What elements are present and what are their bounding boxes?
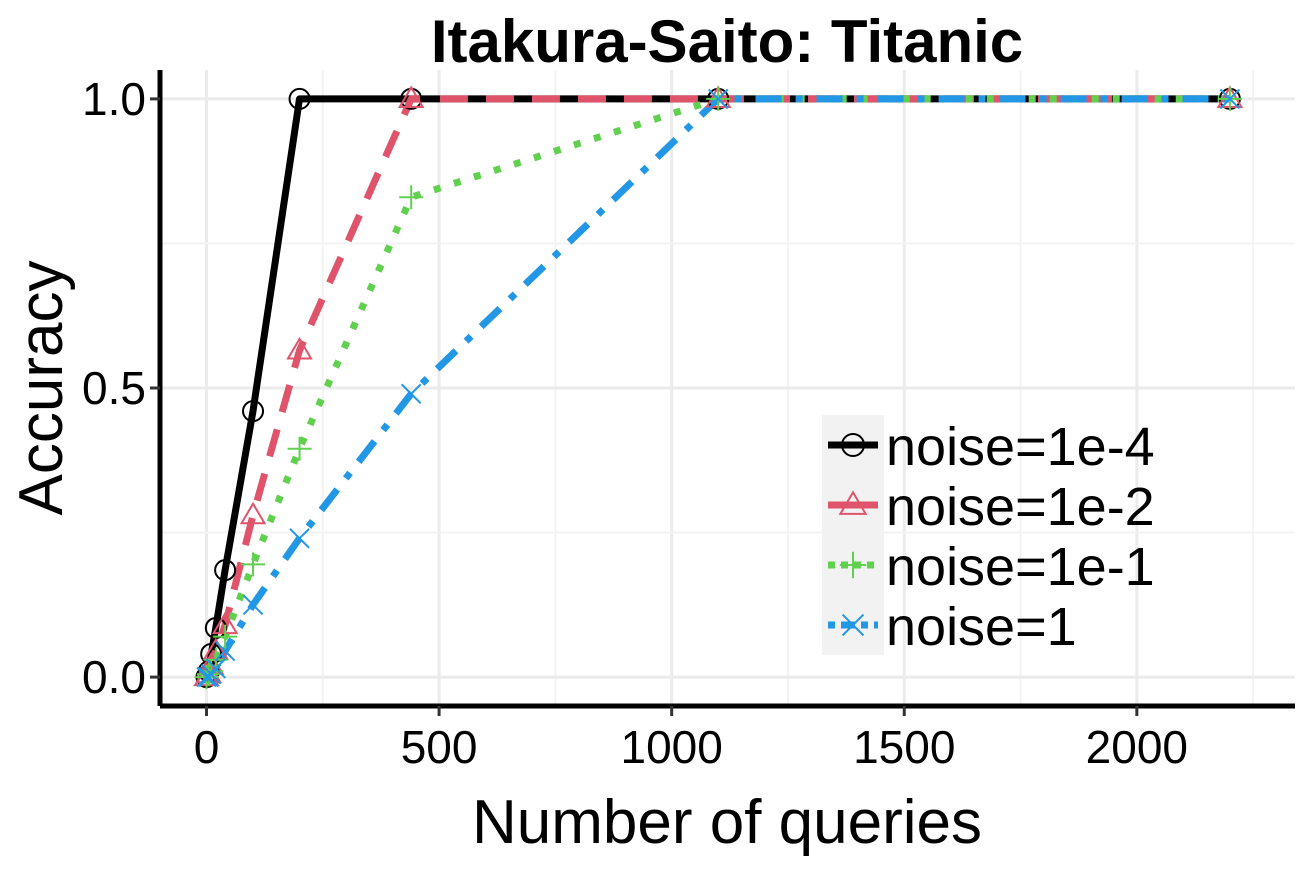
legend-key-background — [822, 415, 884, 655]
data-point-series-4 — [707, 88, 729, 110]
data-point-series-4 — [289, 528, 310, 549]
data-point-series-2 — [286, 336, 313, 360]
data-point-series-4 — [1219, 88, 1241, 110]
data-point-series-4 — [205, 658, 227, 679]
legend-label-3: noise=1e-1 — [886, 537, 1155, 597]
data-point-series-4 — [214, 640, 236, 662]
data-point-series-2 — [239, 501, 267, 525]
legend-label-4: noise=1 — [886, 597, 1077, 657]
y-tick-label: 0.0 — [82, 651, 146, 703]
series-layer — [193, 85, 1244, 690]
y-axis-title: Accuracy — [7, 261, 76, 516]
data-point-series-3 — [213, 624, 238, 649]
data-point-series-4 — [242, 594, 264, 616]
data-point-series-1 — [242, 400, 265, 423]
legend-key-marker-3 — [839, 551, 867, 579]
legend-key-marker-2 — [838, 490, 868, 515]
x-tick-label: 0 — [194, 721, 220, 773]
data-point-series-3 — [287, 436, 312, 461]
y-tick-label: 0.5 — [82, 362, 146, 414]
x-tick-label: 1000 — [621, 721, 723, 773]
legend-label-1: noise=1e-4 — [886, 417, 1155, 477]
data-point-series-1 — [288, 87, 311, 110]
legend-key-marker-4 — [841, 613, 865, 637]
chart-title: Itakura-Saito: Titanic — [431, 8, 1023, 75]
x-tick-label: 1500 — [853, 721, 955, 773]
legend-key-marker-1 — [841, 433, 865, 457]
x-tick-label: 500 — [401, 721, 478, 773]
y-tick-label: 1.0 — [82, 73, 146, 125]
data-point-series-2 — [397, 85, 425, 108]
x-tick-label: 2000 — [1086, 721, 1188, 773]
data-point-series-3 — [399, 185, 424, 210]
data-point-series-3 — [241, 552, 266, 577]
x-axis-title: Number of queries — [472, 788, 982, 857]
legend-label-2: noise=1e-2 — [886, 477, 1155, 537]
data-point-series-4 — [400, 383, 422, 404]
tick-labels: 0 500 1000 1500 2000 0.0 0.5 1.0 — [82, 73, 1188, 773]
data-point-series-1 — [214, 559, 237, 582]
